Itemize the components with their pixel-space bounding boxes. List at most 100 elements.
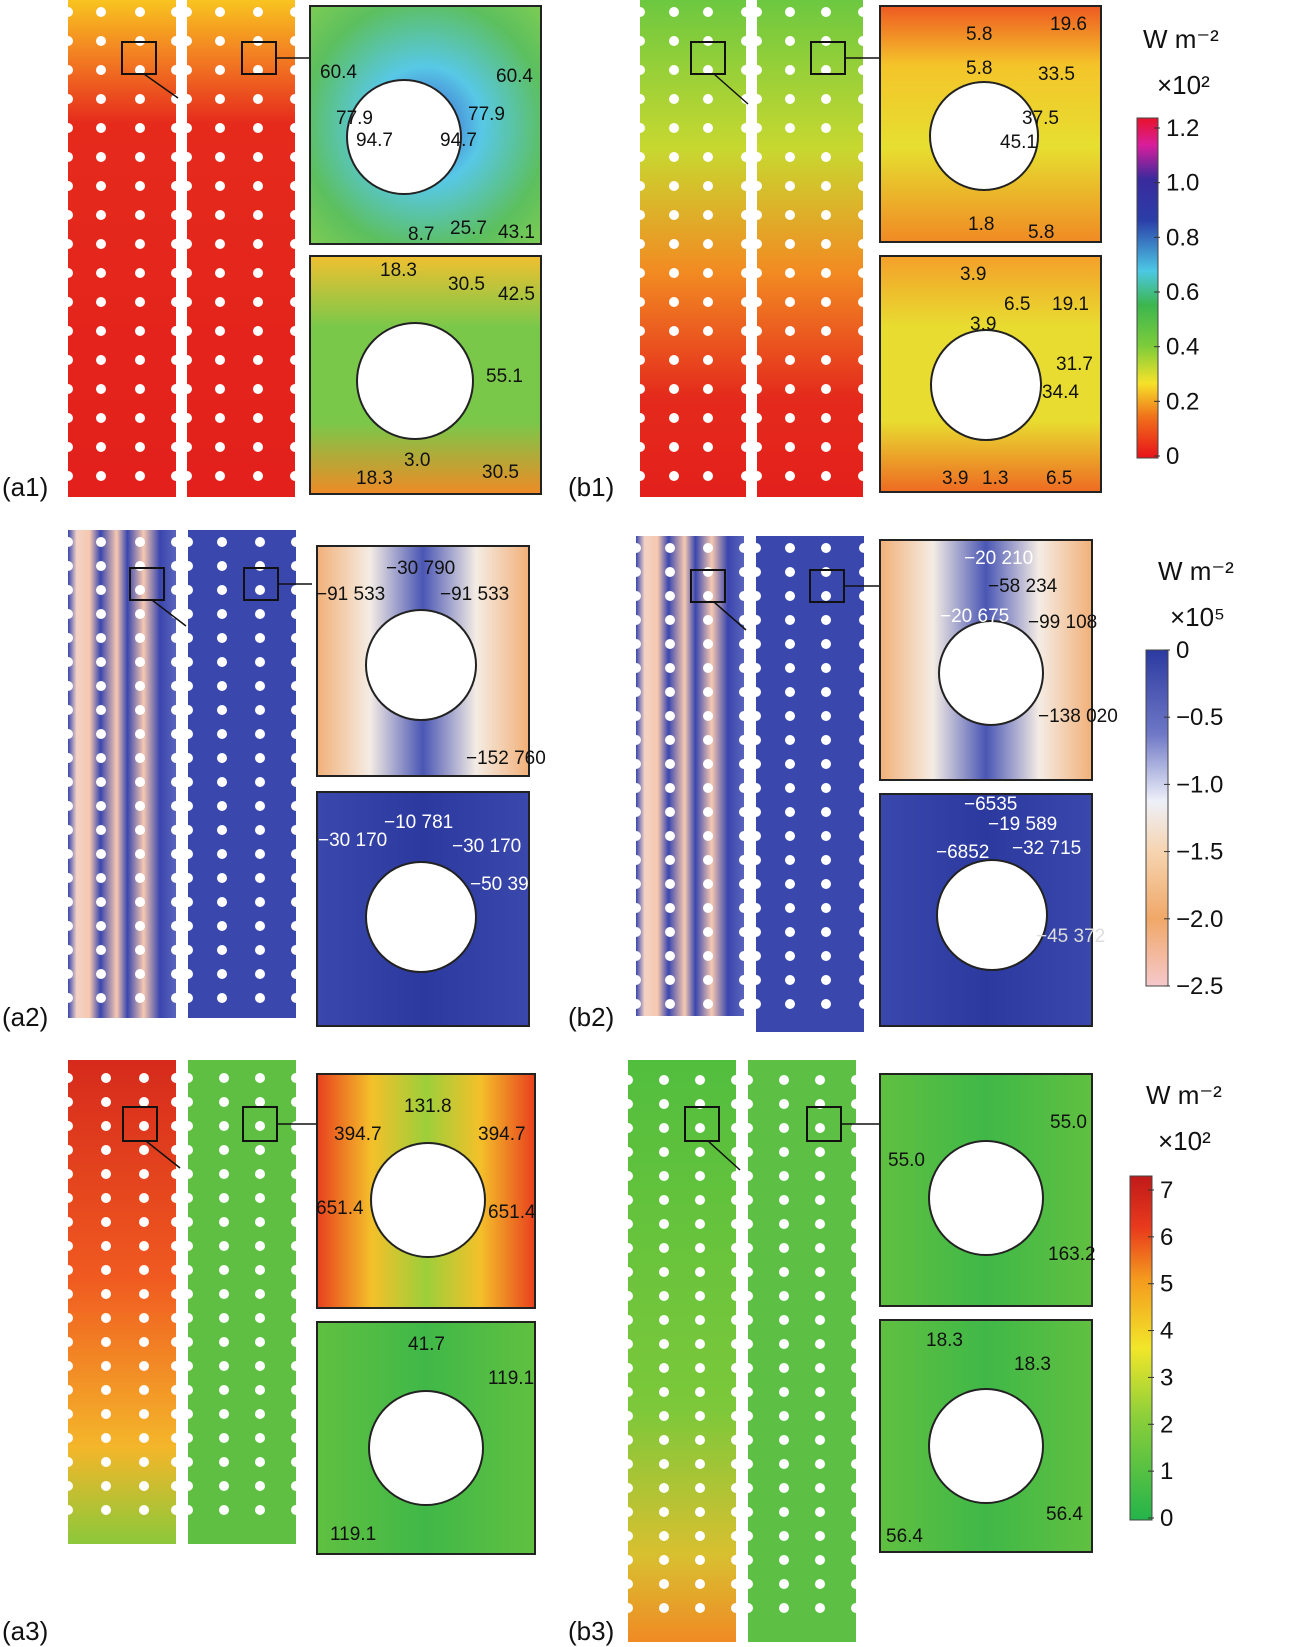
annotation: 77.9 [336,108,373,129]
hole [255,777,265,787]
hole [859,903,869,913]
hole [63,1361,73,1371]
hole [219,1289,229,1299]
hole [739,543,749,553]
hole [859,687,869,697]
hole [858,384,868,394]
hole [821,807,831,817]
hole [741,268,751,278]
hole [623,1555,633,1565]
hole [290,326,300,336]
hole [171,561,181,571]
hole [851,1603,861,1613]
hole [253,326,263,336]
hole [751,879,761,889]
annotation: 3.9 [942,468,968,489]
hole [63,705,73,715]
hole [631,951,641,961]
hole [858,7,868,17]
hole [631,999,641,1009]
hole [631,663,641,673]
hole [851,1387,861,1397]
hole [752,297,762,307]
hole [669,355,679,365]
annotation: 94.7 [440,130,477,151]
hole [183,1313,193,1323]
hole [739,927,749,937]
hole [821,355,831,365]
hole [171,1361,181,1371]
hole [739,735,749,745]
hole [703,123,713,133]
hole [63,1193,73,1203]
hole [139,1289,149,1299]
select-box-b1-left [690,41,726,75]
hole [821,442,831,452]
hole [135,993,145,1003]
hole [659,1387,669,1397]
hole [96,384,106,394]
hole [851,1507,861,1517]
hole [779,1363,789,1373]
hole [135,181,145,191]
holes-b2 [631,543,869,1009]
hole [665,999,675,1009]
hole [821,94,831,104]
hole [743,1147,753,1157]
annotation: −91 533 [440,584,509,605]
hole [135,777,145,787]
hole [291,825,301,835]
hole [851,1171,861,1181]
hole [785,903,795,913]
hole [785,855,795,865]
hole [815,1387,825,1397]
hole [752,355,762,365]
strip-b1-left [640,0,746,497]
hole [182,326,192,336]
hole [63,1289,73,1299]
annotation: 3.0 [404,450,430,471]
hole [219,1145,229,1155]
hole [219,1241,229,1251]
hole [63,1337,73,1347]
hole [183,561,193,571]
hole [135,945,145,955]
hole [255,753,265,763]
hole [739,999,749,1009]
hole [858,94,868,104]
hole [217,921,227,931]
hole [659,1435,669,1445]
hole [96,537,106,547]
hole [669,152,679,162]
hole [785,711,795,721]
annotation: 163.2 [1048,1244,1096,1265]
hole [290,152,300,162]
hole [63,897,73,907]
hole [669,384,679,394]
arrow-a3-left [145,1140,181,1169]
colorbar-2-scale: ×10⁵ [1170,602,1225,632]
hole [96,94,106,104]
hole [96,123,106,133]
hole [739,759,749,769]
hole [182,123,192,133]
hole [821,687,831,697]
hole [741,123,751,133]
hole [135,537,145,547]
arrow-b2-left [713,601,747,631]
hole [815,1603,825,1613]
hole [291,1409,301,1419]
hole [135,753,145,763]
hole [135,609,145,619]
hole [215,65,225,75]
hole [253,152,263,162]
hole [751,663,761,673]
hole [659,1147,669,1157]
hole [183,1097,193,1107]
hole [135,94,145,104]
hole [703,326,713,336]
annotation: 651.4 [488,1202,536,1223]
hole [139,1073,149,1083]
hole [217,849,227,859]
hole [858,442,868,452]
